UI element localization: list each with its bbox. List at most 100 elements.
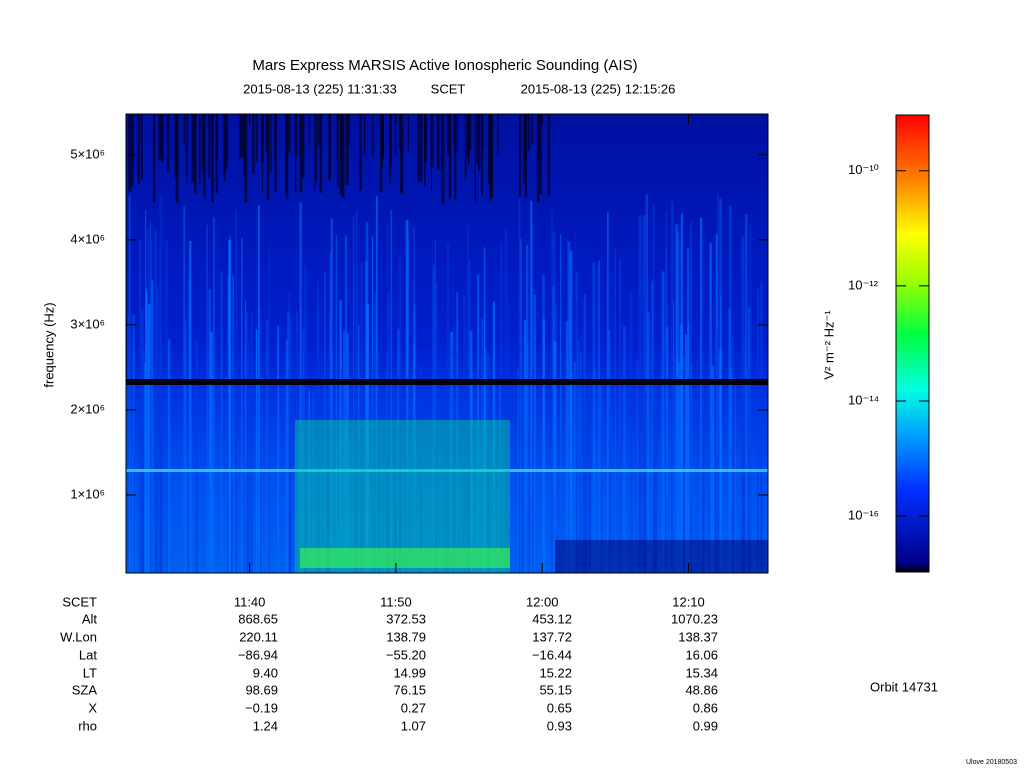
ephemeris-value: 372.53 xyxy=(386,611,426,626)
spectrogram-texture xyxy=(189,240,192,573)
spectrogram-texture xyxy=(654,377,658,573)
spectrogram-texture xyxy=(466,225,470,573)
spectrogram-texture xyxy=(148,326,150,573)
spectrogram-texture xyxy=(144,362,146,573)
spectrogram-texture xyxy=(677,362,681,573)
y-tick-label: 2×10⁶ xyxy=(70,401,105,416)
spectrogram-texture xyxy=(456,114,458,151)
row-label: Lat xyxy=(79,647,97,662)
spectrogram-texture xyxy=(582,301,585,573)
spectrogram-texture xyxy=(174,114,177,178)
spectrogram-texture xyxy=(471,371,473,573)
spectrogram-texture xyxy=(353,262,355,573)
spectrogram-texture xyxy=(533,294,536,573)
time-label: SCET xyxy=(431,81,466,96)
spectrogram-texture xyxy=(580,352,582,573)
spectrogram-texture xyxy=(412,227,416,574)
spectrogram-texture xyxy=(478,114,481,171)
spectrogram-texture xyxy=(300,548,510,568)
spectrogram-texture xyxy=(463,296,466,573)
spectrogram-texture xyxy=(735,384,737,573)
spectrogram-texture xyxy=(230,363,233,573)
ephemeris-value: 15.22 xyxy=(539,665,572,680)
spectrogram-texture xyxy=(154,230,157,573)
spectrogram-texture xyxy=(629,292,633,573)
ephemeris-value: 98.69 xyxy=(245,682,278,697)
spectrogram-texture xyxy=(490,114,493,199)
spectrogram-texture xyxy=(359,114,362,191)
row-label: SZA xyxy=(72,682,98,697)
colorbar-tick-label: 10⁻¹⁶ xyxy=(848,508,879,523)
x-tick-label: 11:40 xyxy=(234,594,266,609)
spectrogram-texture xyxy=(638,214,642,573)
spectrogram-texture xyxy=(424,114,427,163)
spectrogram-texture xyxy=(364,261,368,573)
spectrogram-texture xyxy=(126,379,768,385)
spectrogram-texture xyxy=(434,282,438,573)
spectrogram-texture xyxy=(454,114,457,200)
spectrogram-texture xyxy=(240,114,244,158)
spectrogram-texture xyxy=(199,114,201,185)
ephemeris-value: 1070.23 xyxy=(671,611,718,626)
spectrogram-texture xyxy=(308,390,310,573)
spectrogram-texture xyxy=(371,351,374,573)
spectrogram-texture xyxy=(127,317,129,573)
spectrogram-texture xyxy=(285,114,288,196)
spectrogram-texture xyxy=(492,301,496,573)
spectrogram-texture xyxy=(685,334,688,573)
spectrogram-texture xyxy=(317,302,320,573)
spectrogram-texture xyxy=(175,114,179,203)
spectrogram-texture xyxy=(257,205,260,574)
spectrogram-texture xyxy=(518,114,522,198)
spectrogram-texture xyxy=(312,392,314,573)
spectrogram-texture xyxy=(760,281,763,573)
y-tick-label: 5×10⁶ xyxy=(70,146,105,161)
spectrogram-texture xyxy=(560,234,562,573)
spectrogram-texture xyxy=(452,278,455,573)
end-time: 2015-08-13 (225) 12:15:26 xyxy=(521,81,676,96)
spectrogram-texture xyxy=(131,114,134,187)
spectrogram-texture xyxy=(196,358,198,573)
x-tick-label: 11:50 xyxy=(380,594,412,609)
spectrogram-texture xyxy=(244,114,248,203)
spectrogram-texture xyxy=(743,336,746,573)
spectrogram-texture xyxy=(524,114,528,161)
spectrogram-texture xyxy=(666,326,669,573)
spectrogram-texture xyxy=(500,242,503,573)
spectrogram-texture xyxy=(371,236,374,574)
spectrogram-texture xyxy=(407,114,410,151)
spectrogram-texture xyxy=(398,114,401,149)
spectrogram-texture xyxy=(268,248,270,573)
spectrogram-texture xyxy=(373,301,377,573)
spectrogram-texture xyxy=(728,308,731,573)
start-time: 2015-08-13 (225) 11:31:33 xyxy=(243,81,397,96)
row-label: SCET xyxy=(62,594,97,609)
spectrogram-texture xyxy=(661,271,665,573)
spectrogram-texture xyxy=(299,202,303,573)
spectrogram-texture xyxy=(447,114,450,155)
ephemeris-value: 1.07 xyxy=(401,718,426,733)
spectrogram-texture xyxy=(299,114,303,193)
y-tick-label: 3×10⁶ xyxy=(70,316,105,331)
spectrogram-texture xyxy=(341,114,345,198)
spectrogram-texture xyxy=(326,391,330,573)
spectrogram-texture xyxy=(191,114,194,183)
ephemeris-value: 138.37 xyxy=(678,629,718,644)
spectrogram-texture xyxy=(499,384,502,573)
ephemeris-value: 0.93 xyxy=(547,718,572,733)
spectrogram-texture xyxy=(140,114,143,180)
row-label: Alt xyxy=(82,611,98,626)
spectrogram-texture xyxy=(372,114,374,157)
spectrogram-texture xyxy=(309,114,311,145)
spectrogram xyxy=(126,114,768,574)
spectrogram-texture xyxy=(619,257,621,573)
spectrogram-texture xyxy=(531,222,534,573)
spectrogram-texture xyxy=(741,235,745,574)
spectrogram-texture xyxy=(456,292,459,573)
spectrogram-texture xyxy=(714,340,718,573)
x-tick-label: 12:00 xyxy=(526,594,559,609)
ephemeris-value: −55.20 xyxy=(386,647,426,662)
spectrogram-texture xyxy=(481,317,483,573)
spectrogram-texture xyxy=(553,341,557,573)
